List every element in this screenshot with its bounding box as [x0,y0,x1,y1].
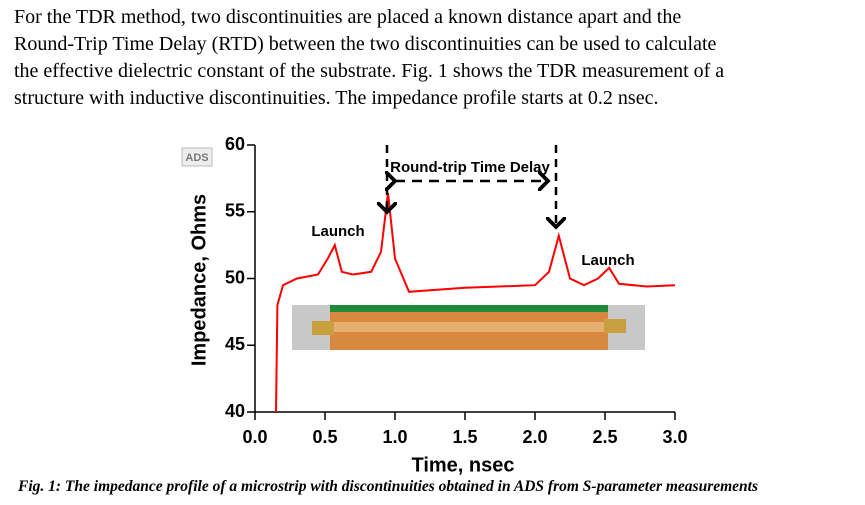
x-tick-label: 0.0 [242,427,267,447]
x-tick-label: 2.5 [592,427,617,447]
x-tick-label: 1.0 [382,427,407,447]
y-tick-label: 40 [225,401,245,421]
y-tick-label: 55 [225,201,245,221]
y-tick-label: 50 [225,267,245,287]
x-tick-label: 1.5 [452,427,477,447]
chart: 40 45 50 55 60 0.0 0.5 1.0 1.5 2.0 2.5 3.0 ADS Roun… [181,134,688,475]
annotation: Launch [311,223,364,240]
annotation: ADS [185,152,208,164]
y-tick-label: 60 [225,134,245,154]
text-line: For the TDR method, two discontinuities … [14,6,682,28]
paragraph: For the TDR method, two discontinuities … [14,4,724,112]
y-tick-label: 45 [225,334,245,354]
axes: 40 45 50 55 60 0.0 0.5 1.0 1.5 2.0 2.5 3.0 [225,134,688,447]
y-axis-label: Impedance, Ohms [188,194,210,366]
x-tick-label: 3.0 [662,427,687,447]
annotation: Round-trip Time Delay [390,159,550,176]
board-photo [292,305,645,350]
impedance-line [275,192,676,413]
text-line: Round-Trip Time Delay (RTD) between the … [14,33,717,55]
rtd-arrows [387,145,556,227]
caption: Fig. 1: The impedance profile of a micro… [18,478,759,495]
x-axis-label: Time, nsec [411,454,514,475]
text-line: the effective dielectric constant of the… [14,60,725,82]
ads-badge [181,147,213,167]
annotation: Launch [581,252,634,269]
x-tick-label: 2.0 [522,427,547,447]
text-line: structure with inductive discontinuities… [14,87,659,109]
x-tick-label: 0.5 [312,427,337,447]
